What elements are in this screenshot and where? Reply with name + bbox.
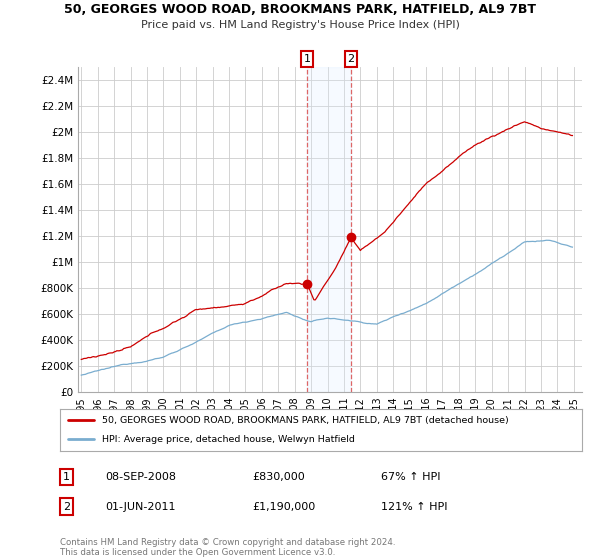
Text: 01-JUN-2011: 01-JUN-2011 [105, 502, 176, 512]
Bar [307, 67, 351, 392]
Text: £1,190,000: £1,190,000 [252, 502, 315, 512]
Text: Price paid vs. HM Land Registry's House Price Index (HPI): Price paid vs. HM Land Registry's House … [140, 20, 460, 30]
Text: 1: 1 [304, 54, 311, 64]
Text: 2: 2 [63, 502, 70, 512]
Text: 121% ↑ HPI: 121% ↑ HPI [381, 502, 448, 512]
Text: £830,000: £830,000 [252, 472, 305, 482]
Text: 2: 2 [347, 54, 355, 64]
Text: 50, GEORGES WOOD ROAD, BROOKMANS PARK, HATFIELD, AL9 7BT (detached house): 50, GEORGES WOOD ROAD, BROOKMANS PARK, H… [102, 416, 509, 424]
Text: 1: 1 [63, 472, 70, 482]
Text: 50, GEORGES WOOD ROAD, BROOKMANS PARK, HATFIELD, AL9 7BT: 50, GEORGES WOOD ROAD, BROOKMANS PARK, H… [64, 3, 536, 16]
Text: HPI: Average price, detached house, Welwyn Hatfield: HPI: Average price, detached house, Welw… [102, 435, 355, 444]
Text: 67% ↑ HPI: 67% ↑ HPI [381, 472, 440, 482]
Text: Contains HM Land Registry data © Crown copyright and database right 2024.
This d: Contains HM Land Registry data © Crown c… [60, 538, 395, 557]
Text: 08-SEP-2008: 08-SEP-2008 [105, 472, 176, 482]
